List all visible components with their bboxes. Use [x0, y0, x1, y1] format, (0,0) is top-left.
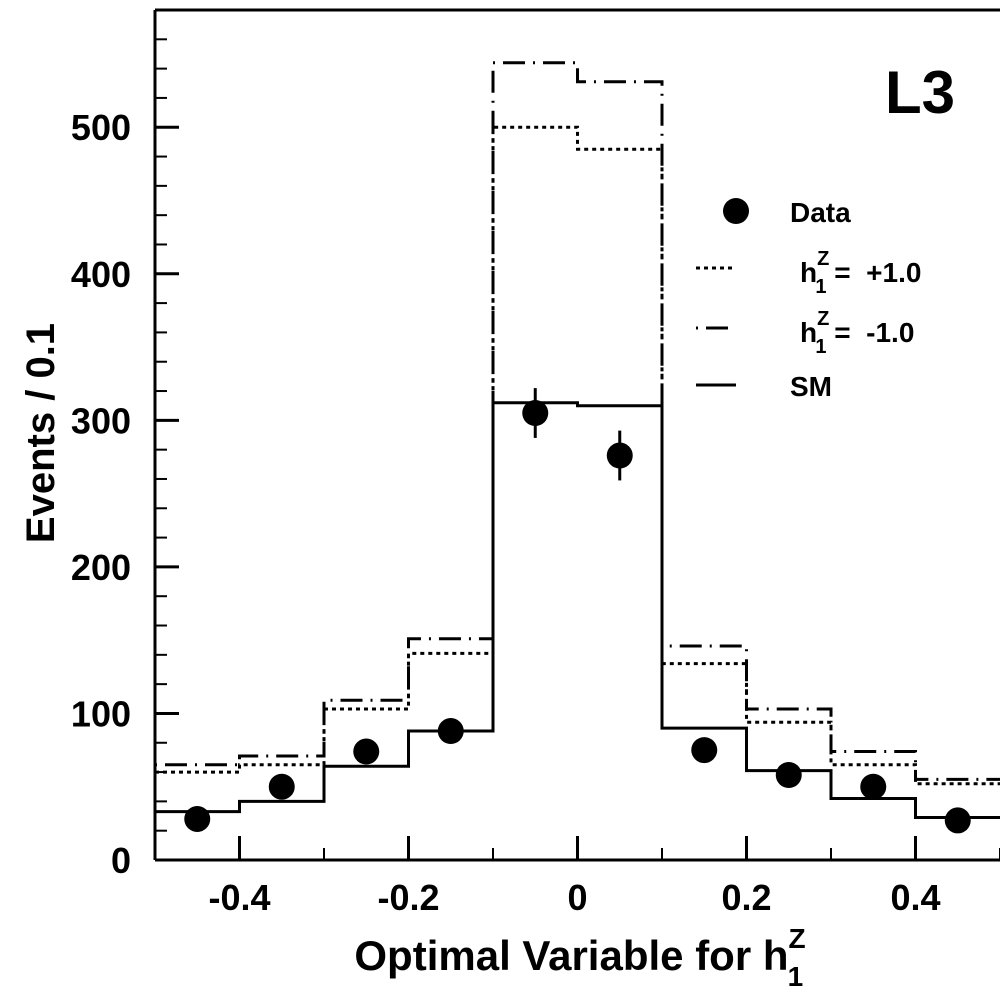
data-point	[691, 737, 718, 764]
axes: 0 100 200 300 400 500 -0.4 -0.2 0 0.2 0.4	[71, 8, 1000, 918]
series-line-solid	[155, 401, 1000, 819]
data-point	[522, 400, 549, 427]
y-tick-label: 200	[71, 547, 131, 588]
x-tick-label: 0	[567, 877, 587, 918]
legend-item-minus: hZ 1 = -1.0	[696, 308, 914, 358]
y-ticks: 0 100 200 300 400 500	[71, 38, 179, 881]
data-point	[775, 762, 802, 788]
series-line-dash-dot	[155, 61, 1000, 781]
data-points	[184, 388, 971, 834]
y-axis-label: Events / 0.1	[19, 323, 63, 543]
y-tick-label: 0	[111, 840, 131, 881]
x-axis-label-text: Optimal Variable for h	[354, 932, 788, 979]
data-point	[944, 807, 971, 834]
legend-marker-dot	[723, 198, 749, 224]
y-tick-label: 500	[71, 107, 131, 148]
y-tick-label: 300	[71, 400, 131, 441]
legend: Data hZ 1 = +1.0 hZ 1 = -1.0 SM	[696, 197, 921, 402]
x-tick-label: -0.2	[377, 877, 439, 918]
y-tick-label: 400	[71, 254, 131, 295]
x-tick-label: 0.4	[890, 877, 940, 918]
y-tick-label: 100	[71, 693, 131, 734]
legend-label-plus: hZ 1 = +1.0	[800, 248, 921, 298]
data-point	[860, 773, 887, 800]
series-layer	[155, 61, 1000, 819]
legend-label-minus-post: = -1.0	[826, 317, 914, 348]
legend-label-plus-post: = +1.0	[826, 257, 921, 288]
legend-label-plus-sub: 1	[815, 276, 826, 298]
x-tick-label: 0.2	[721, 877, 771, 918]
legend-label-minus: hZ 1 = -1.0	[800, 308, 914, 358]
data-point	[606, 442, 633, 469]
legend-item-sm: SM	[696, 371, 832, 402]
legend-label-minus-sup: Z	[817, 308, 829, 330]
x-ticks: -0.4 -0.2 0 0.2 0.4	[154, 836, 1000, 918]
data-point	[184, 805, 211, 832]
legend-label-data: Data	[790, 197, 851, 228]
data-point	[437, 718, 464, 745]
experiment-label: L3	[885, 59, 955, 126]
x-axis-label-sub: 1	[788, 961, 804, 986]
legend-label-plus-pre: h	[800, 257, 817, 288]
data-point	[353, 738, 380, 765]
data-point	[268, 773, 295, 800]
x-axis-label: Optimal Variable for hZ 1	[354, 923, 805, 986]
legend-item-plus: hZ 1 = +1.0	[696, 248, 921, 298]
x-axis-label-sup: Z	[789, 923, 806, 954]
legend-label-plus-sup: Z	[817, 248, 829, 270]
legend-label-minus-pre: h	[800, 317, 817, 348]
x-tick-label: -0.4	[208, 877, 270, 918]
plot-area	[155, 61, 1000, 834]
legend-label-minus-sub: 1	[815, 336, 826, 358]
legend-item-data: Data	[723, 197, 851, 228]
legend-label-sm: SM	[790, 371, 832, 402]
